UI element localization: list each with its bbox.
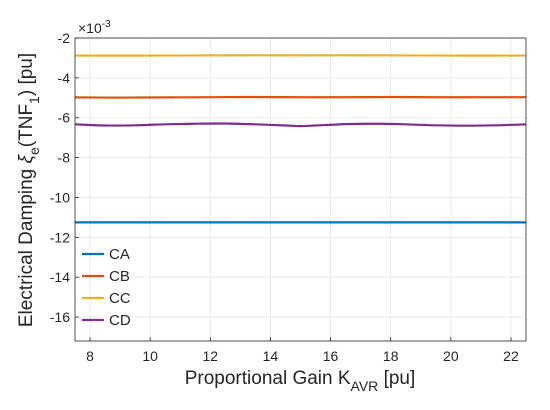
- x-axis-title: Proportional Gain KAVR [pu]: [185, 368, 416, 394]
- x-tick-label: 12: [203, 348, 219, 364]
- series-group: [74, 54, 527, 224]
- y-tick-label: -12: [50, 229, 70, 245]
- ticks: 8 10 12 14 16 18 20 22 -16 -14 -12 -10 -8 -6 -4 -2: [50, 30, 519, 364]
- plot-background: [75, 38, 526, 341]
- y-axis-title: Electrical Damping ξe(TNF1) [pu]: [16, 53, 42, 327]
- x-tick-label: 20: [443, 348, 459, 364]
- y-tick-label: -14: [50, 269, 70, 285]
- y-tick-label: -16: [50, 309, 70, 325]
- legend: CA CB CC CD: [82, 246, 131, 329]
- legend-label-cc: CC: [109, 290, 131, 307]
- x-tick-label: 16: [323, 348, 339, 364]
- legend-label-cb: CB: [109, 268, 130, 285]
- y-tick-label: -8: [58, 150, 71, 166]
- x-tick-label: 18: [383, 348, 399, 364]
- x-tick-label: 22: [503, 348, 519, 364]
- y-tick-label: -10: [50, 189, 70, 205]
- series-line-cd: [74, 122, 527, 128]
- y-tick-label: -4: [58, 70, 71, 86]
- y-tick-label: -6: [58, 110, 71, 126]
- x-tick-label: 8: [86, 348, 94, 364]
- legend-label-ca: CA: [109, 246, 130, 263]
- y-tick-label: -2: [58, 30, 71, 46]
- legend-label-cd: CD: [109, 312, 131, 329]
- exponent-label: ×10-3: [78, 19, 111, 36]
- plot-frame: [74, 37, 527, 342]
- grid: [75, 37, 526, 341]
- x-tick-label: 10: [142, 348, 158, 364]
- series-line-cb: [74, 95, 526, 99]
- x-tick-label: 14: [263, 348, 279, 364]
